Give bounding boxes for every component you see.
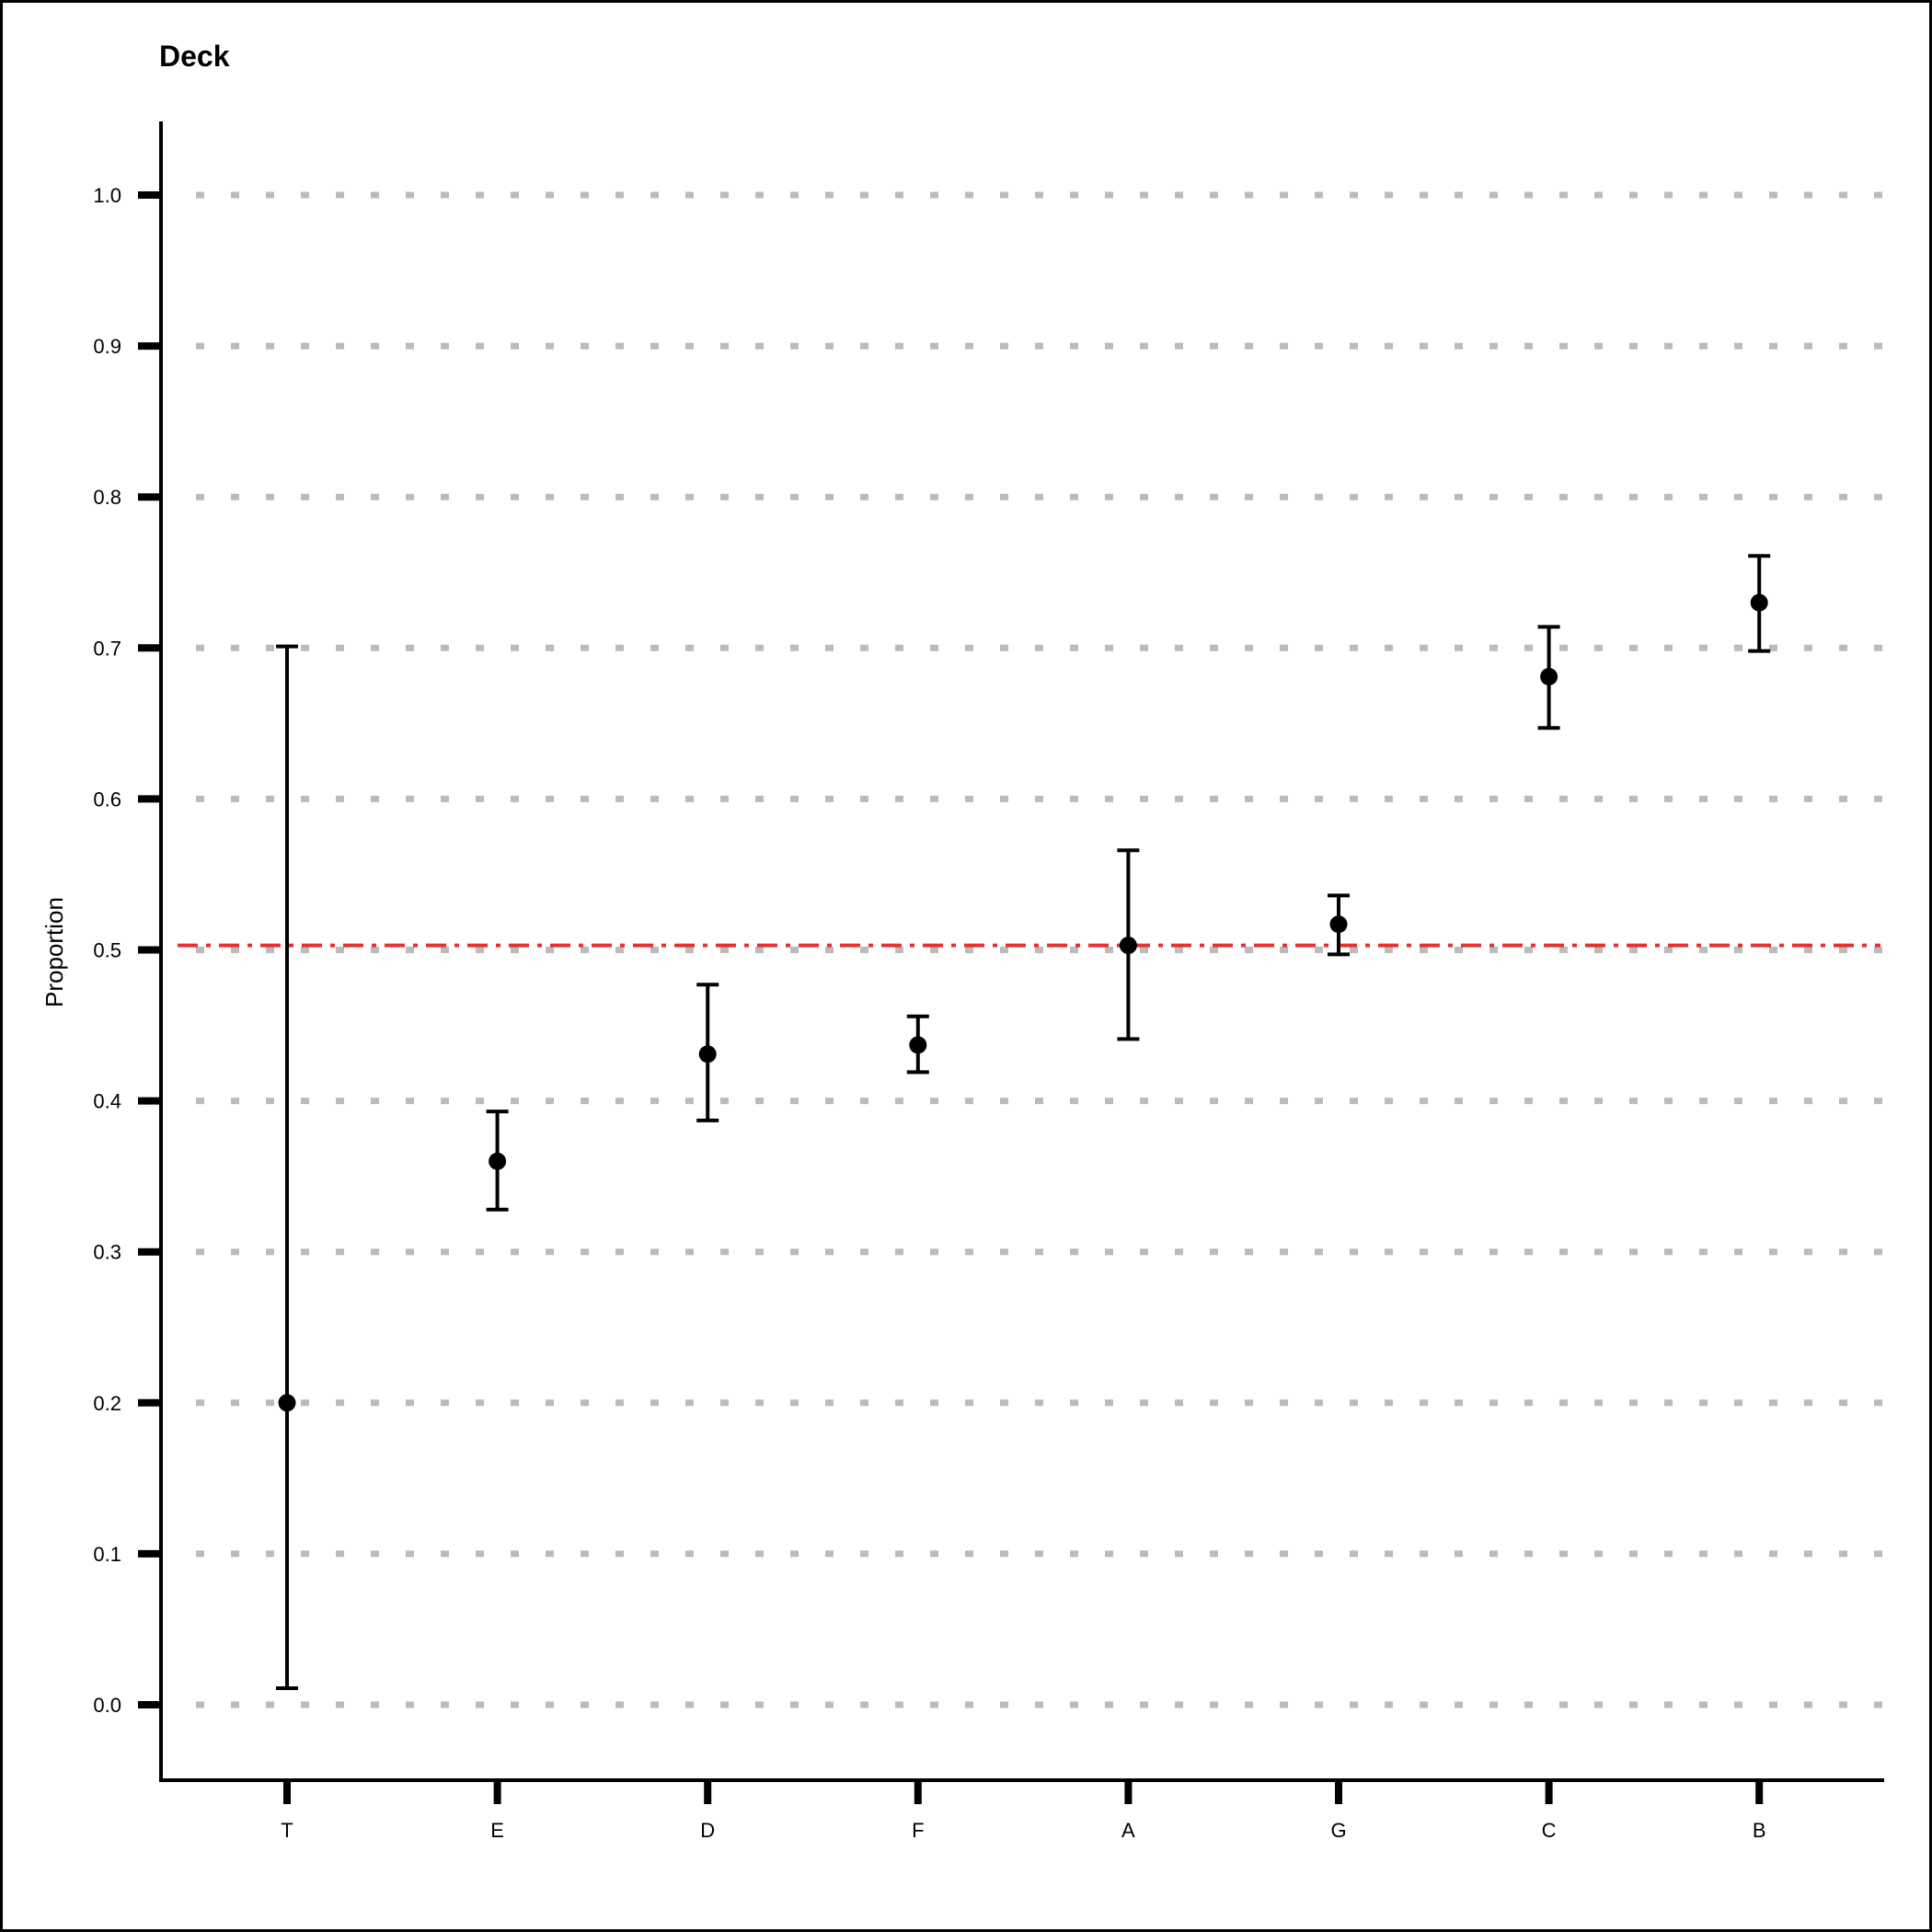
gridlines [196, 191, 1884, 1708]
x-tick-label: A [1121, 1819, 1135, 1842]
x-tick-label: C [1542, 1819, 1557, 1842]
x-tick-label: T [281, 1819, 293, 1842]
x-tick-label: B [1753, 1819, 1766, 1842]
data-point-B [1750, 593, 1768, 612]
data-point-F [909, 1036, 927, 1054]
y-tick-label: 0.6 [93, 788, 121, 811]
axes: 0.0 0.1 0.2 0.3 0.4 0.5 0.6 0.7 0.8 0.9 1.0 T E D F A G C… [93, 121, 1884, 1842]
chart-title: Deck [159, 40, 230, 73]
data-point-C [1540, 667, 1558, 685]
x-tick-label: E [490, 1819, 504, 1842]
data-marks [276, 554, 1771, 1690]
y-tick-label: 0.8 [93, 486, 121, 509]
y-tick-label: 0.1 [93, 1543, 121, 1566]
data-point-A [1119, 937, 1137, 955]
y-tick-label: 0.9 [93, 335, 121, 358]
data-point-D [698, 1045, 717, 1064]
x-tick-label: F [912, 1819, 924, 1842]
y-tick-label: 0.0 [93, 1694, 121, 1717]
y-tick-label: 0.7 [93, 637, 121, 660]
y-tick-label: 1.0 [93, 184, 121, 207]
y-tick-label: 0.5 [93, 939, 121, 962]
y-tick-label: 0.2 [93, 1392, 121, 1415]
y-tick-label: 0.3 [93, 1241, 121, 1264]
y-axis-title: Proportion [40, 897, 68, 1007]
x-tick-label: D [700, 1819, 715, 1842]
y-tick-label: 0.4 [93, 1090, 121, 1113]
data-point-T [278, 1394, 296, 1412]
data-point-G [1329, 915, 1348, 934]
x-tick-label: G [1330, 1819, 1346, 1842]
error-bar-T [276, 644, 298, 1690]
data-point-E [489, 1152, 507, 1170]
